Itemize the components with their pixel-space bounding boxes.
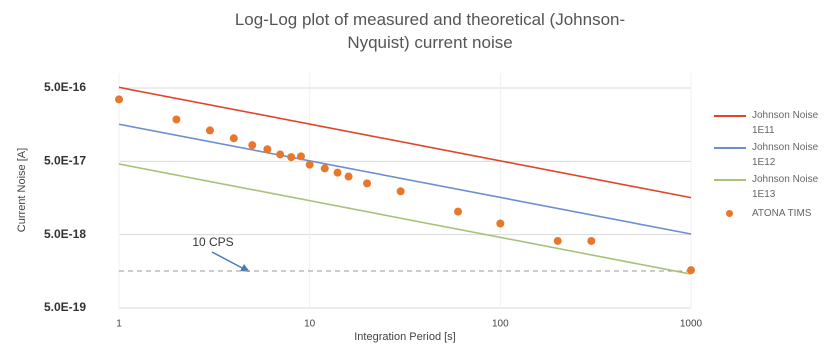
data-point	[229, 134, 238, 143]
y-tick-label: 5.0E-19	[44, 300, 86, 314]
data-point	[553, 236, 562, 245]
data-point	[287, 153, 296, 162]
data-point	[276, 150, 285, 159]
annotation: 10 CPS	[192, 235, 233, 249]
data-point	[687, 266, 695, 275]
data-point	[587, 236, 596, 245]
data-point	[320, 164, 329, 173]
data-point	[344, 172, 353, 181]
x-tick-label: 100	[492, 319, 509, 330]
data-point	[172, 115, 181, 124]
legend-label: Johnson Noise 1E13	[752, 174, 819, 200]
data-point	[333, 168, 342, 177]
legend-item: ATONA TIMS	[712, 206, 836, 221]
legend-label: Johnson Noise 1E12	[752, 142, 819, 168]
annotation-arrowhead	[240, 264, 250, 272]
data-point	[263, 145, 272, 154]
chart-title: Log-Log plot of measured and theoretical…	[234, 10, 626, 52]
annotation-arrow	[211, 251, 247, 271]
x-tick-label: 10	[304, 319, 316, 330]
data-point	[363, 179, 372, 188]
series-line	[118, 163, 692, 275]
data-point	[296, 152, 305, 161]
legend-item: Johnson Noise 1E11	[712, 108, 836, 138]
series-line	[118, 123, 692, 235]
data-point	[115, 95, 123, 104]
y-tick-label: 5.0E-16	[44, 80, 86, 94]
legend-label: ATONA TIMS	[752, 208, 812, 219]
data-point	[454, 207, 463, 216]
legend-item: Johnson Noise 1E13	[712, 172, 836, 202]
legend-item: Johnson Noise 1E12	[712, 140, 836, 170]
legend-label: Johnson Noise 1E11	[752, 110, 819, 136]
x-axis-label: Integration Period [s]	[354, 331, 456, 343]
series-line	[118, 86, 692, 199]
y-tick-label: 5.0E-18	[44, 227, 86, 241]
data-point	[305, 160, 314, 169]
legend-swatch	[714, 147, 746, 149]
x-tick-label: 1	[116, 319, 122, 330]
data-point	[396, 187, 405, 196]
legend: Johnson Noise 1E11 Johnson Noise 1E12 John…	[712, 108, 836, 223]
data-point	[496, 219, 505, 228]
data-point	[205, 126, 214, 135]
y-axis-label: Current Noise [A]	[16, 148, 28, 232]
legend-swatch	[726, 210, 733, 217]
legend-swatch	[714, 179, 746, 181]
x-tick-label: 1000	[680, 319, 703, 330]
y-tick-label: 5.0E-17	[44, 153, 86, 167]
legend-swatch	[714, 115, 746, 117]
data-point	[248, 141, 257, 150]
